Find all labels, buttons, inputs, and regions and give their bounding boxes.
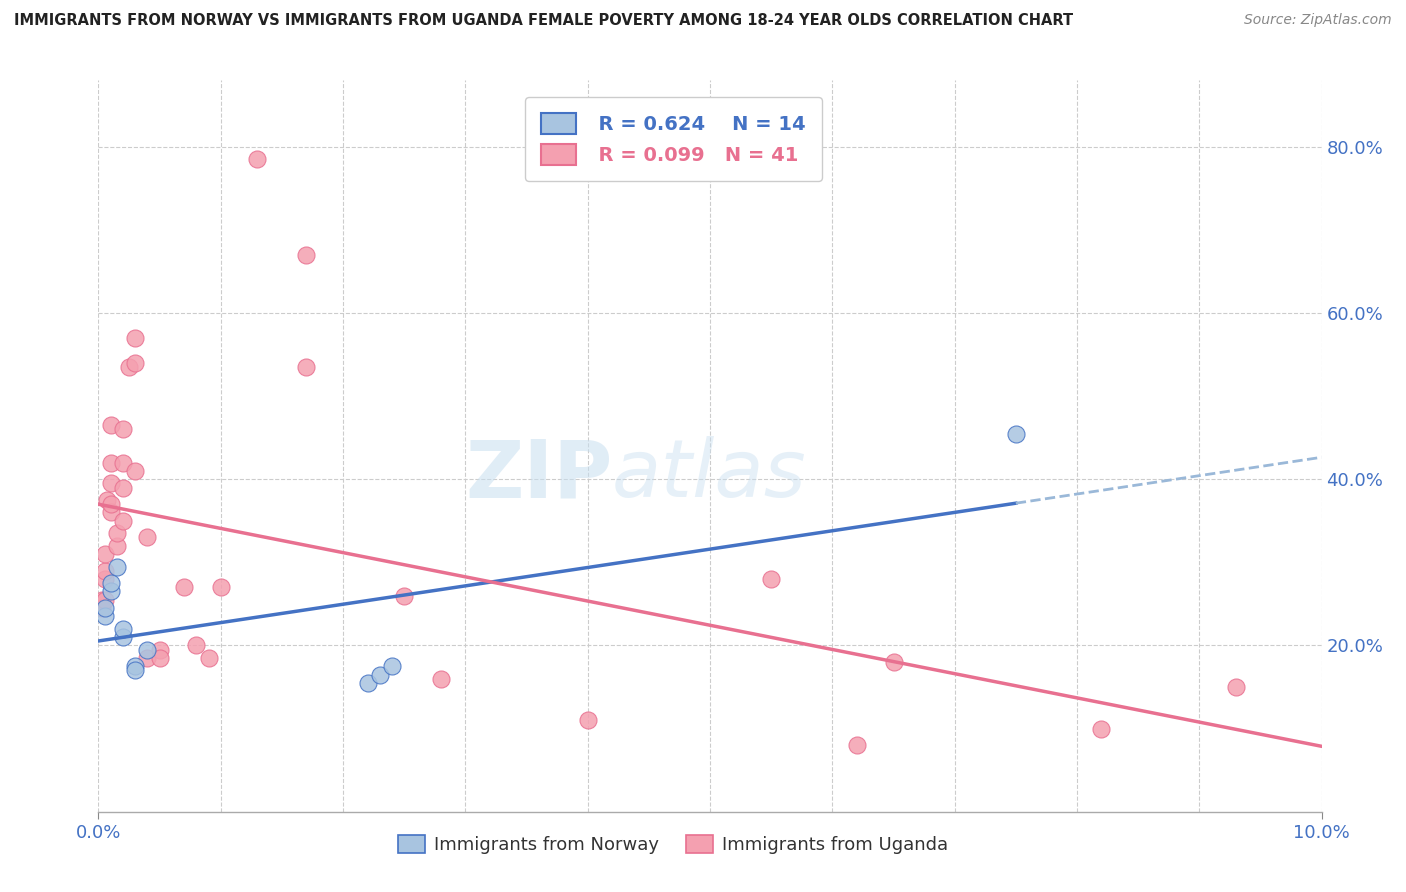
Point bbox=[430, 672, 453, 686]
Point bbox=[118, 359, 141, 374]
Point bbox=[100, 476, 122, 491]
Point bbox=[96, 493, 118, 508]
Text: Source: ZipAtlas.com: Source: ZipAtlas.com bbox=[1244, 13, 1392, 28]
Point bbox=[111, 422, 134, 436]
Point bbox=[759, 572, 782, 586]
Point bbox=[91, 601, 114, 615]
Point bbox=[105, 539, 128, 553]
Point bbox=[1225, 680, 1247, 694]
Point bbox=[111, 514, 134, 528]
Point bbox=[124, 356, 146, 370]
Point bbox=[381, 659, 404, 673]
Point bbox=[149, 651, 172, 665]
Point bbox=[392, 589, 416, 603]
Point bbox=[111, 630, 134, 644]
Point bbox=[93, 592, 115, 607]
Point bbox=[124, 464, 146, 478]
Point bbox=[93, 609, 115, 624]
Point bbox=[124, 331, 146, 345]
Point bbox=[246, 153, 269, 167]
Point bbox=[91, 592, 114, 607]
Point bbox=[186, 639, 208, 653]
Point bbox=[209, 580, 232, 594]
Point bbox=[105, 526, 128, 541]
Point bbox=[136, 651, 159, 665]
Point bbox=[100, 576, 122, 591]
Point bbox=[845, 738, 868, 752]
Point bbox=[124, 659, 146, 673]
Point bbox=[136, 530, 159, 544]
Point bbox=[93, 572, 115, 586]
Point bbox=[100, 456, 122, 470]
Point bbox=[105, 559, 128, 574]
Point bbox=[100, 506, 122, 520]
Point bbox=[197, 651, 219, 665]
Point bbox=[136, 642, 159, 657]
Point bbox=[1004, 426, 1026, 441]
Point bbox=[149, 642, 172, 657]
Point bbox=[93, 601, 115, 615]
Point bbox=[111, 481, 134, 495]
Text: IMMIGRANTS FROM NORWAY VS IMMIGRANTS FROM UGANDA FEMALE POVERTY AMONG 18-24 YEAR: IMMIGRANTS FROM NORWAY VS IMMIGRANTS FRO… bbox=[14, 13, 1073, 29]
Point bbox=[100, 497, 122, 511]
Point bbox=[356, 676, 378, 690]
Point bbox=[93, 547, 115, 561]
Point bbox=[883, 655, 905, 669]
Text: ZIP: ZIP bbox=[465, 436, 612, 515]
Legend: Immigrants from Norway, Immigrants from Uganda: Immigrants from Norway, Immigrants from … bbox=[391, 828, 956, 861]
Point bbox=[576, 714, 599, 728]
Point bbox=[111, 622, 134, 636]
Point bbox=[100, 418, 122, 433]
Point bbox=[173, 580, 195, 594]
Text: atlas: atlas bbox=[612, 436, 807, 515]
Point bbox=[100, 584, 122, 599]
Point bbox=[295, 248, 318, 262]
Point bbox=[93, 564, 115, 578]
Point bbox=[295, 359, 318, 374]
Point bbox=[1090, 722, 1112, 736]
Point bbox=[124, 664, 146, 678]
Point bbox=[368, 667, 391, 681]
Point bbox=[111, 456, 134, 470]
